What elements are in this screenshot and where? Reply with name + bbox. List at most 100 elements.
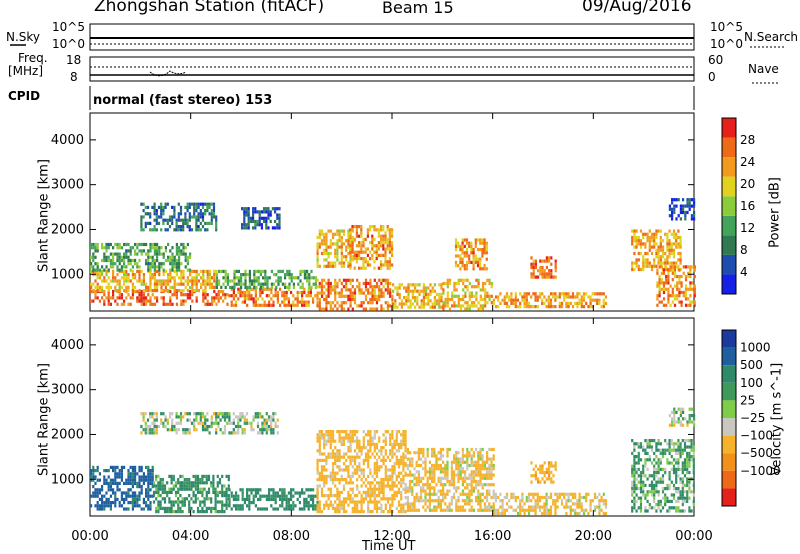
velocity-cell-1019 (331, 471, 335, 475)
power-cell-1273 (338, 245, 341, 249)
power-cell-1219 (323, 235, 326, 240)
velocity-cell-245 (152, 494, 156, 498)
velocity-cell-1138 (349, 462, 352, 466)
velocity-cell-52 (105, 469, 108, 473)
power-cell-498 (127, 242, 130, 247)
power-cell-207 (116, 289, 119, 293)
velocity-cell-1408 (389, 497, 392, 501)
power-cell-1788 (433, 302, 436, 306)
power-cell-2279 (646, 261, 649, 265)
velocity-cell-238 (151, 478, 154, 482)
velocity-cell-1631 (424, 483, 427, 487)
velocity-cell-1567 (411, 505, 414, 509)
power-cell-1975 (473, 301, 476, 305)
velocity-cell-590 (281, 497, 284, 501)
velocity-cell-282 (163, 490, 167, 494)
velocity-cell-178 (138, 465, 141, 469)
power-cell-1049 (188, 225, 191, 229)
velocity-cell-1520 (404, 471, 407, 475)
power-cell-1710 (400, 299, 403, 303)
velocity-cell-1575 (413, 499, 416, 503)
power-cell-2383 (675, 261, 678, 265)
velocity-cell-1215 (360, 500, 363, 504)
velocity-cell-2301 (633, 474, 636, 478)
velocity-cell-1084 (340, 503, 343, 507)
velocity-cell-1228 (362, 474, 365, 478)
velocity-cell-2360 (644, 439, 647, 443)
power-cell-2043 (512, 301, 515, 305)
velocity-cell-1054 (336, 510, 339, 514)
velocity-cell-825 (234, 431, 238, 435)
velocity-cell-1479 (400, 446, 403, 450)
velocity-cell-1925 (477, 460, 480, 464)
velocity-cell-1534 (406, 457, 409, 461)
velocity-cell-2327 (637, 461, 640, 465)
velocity-cell-1385 (384, 506, 387, 510)
power-cell-235 (131, 273, 134, 277)
velocity-cell-2112 (536, 505, 539, 509)
velocity-cell-520 (241, 497, 244, 501)
velocity-cell-1654 (428, 483, 431, 487)
velocity-cell-1721 (439, 483, 442, 487)
power-cell-15 (103, 299, 106, 303)
velocity-cell-459 (216, 500, 219, 504)
velocity-cell-1465 (397, 458, 401, 462)
power-cell-1179 (269, 213, 272, 217)
power-cell-380 (202, 289, 205, 293)
power-cell-1525 (327, 288, 330, 292)
power-cell-1053 (190, 228, 194, 232)
power-cell-1888 (483, 248, 486, 252)
power-cell-2002 (484, 294, 487, 298)
velocity-cell-1395 (386, 510, 390, 514)
velocity-cell-1716 (439, 463, 442, 468)
velocity-cell-824 (234, 424, 238, 429)
velocity-cell-2316 (635, 477, 638, 481)
velocity-cell-11 (92, 485, 95, 489)
power-cell-104 (180, 299, 183, 303)
velocity-cell-2387 (648, 458, 651, 462)
power-cell-2426 (662, 284, 666, 288)
velocity-cell-995 (329, 436, 332, 440)
velocity-cell-609 (290, 491, 293, 495)
velocity-cell-2155 (560, 499, 564, 503)
velocity-cell-1625 (424, 457, 427, 461)
power-cell-1902 (442, 304, 445, 308)
power-cell-1702 (396, 292, 399, 296)
velocity-cell-1280 (369, 510, 372, 514)
power-cell-1159 (260, 210, 263, 214)
power-cell-1490 (316, 278, 319, 282)
velocity-cell-1598 (417, 479, 420, 484)
velocity-cell-430 (207, 490, 211, 494)
velocity-cell-1572 (413, 476, 416, 480)
power-cell-1054 (193, 202, 196, 206)
power-cell-703 (263, 303, 266, 307)
power-cell-467 (114, 262, 117, 266)
velocity-cell-1261 (367, 506, 370, 510)
power-cell-1172 (265, 226, 268, 230)
power-cell-2142 (582, 295, 586, 299)
power-cell-262 (147, 285, 150, 289)
power-cell-2355 (668, 245, 671, 249)
power-cell-388 (206, 276, 209, 280)
power-cell-1625 (367, 301, 370, 305)
power-cell-1920 (451, 291, 454, 295)
velocity-cell-1792 (453, 486, 456, 490)
velocity-cell-1686 (433, 489, 436, 493)
power-cell-690 (254, 303, 257, 307)
power-cell-415 (92, 246, 95, 250)
velocity-cell-1804 (455, 499, 458, 503)
power-cell-791 (220, 269, 223, 273)
power-cell-1929 (453, 304, 456, 308)
velocity-cell-799 (221, 412, 224, 416)
power-cell-1645 (373, 297, 376, 302)
power-cell-1944 (462, 278, 465, 282)
velocity-cell-2217 (598, 492, 601, 496)
power-cell-1427 (377, 244, 380, 248)
velocity-cell-840 (243, 415, 246, 419)
velocity-cell-2122 (543, 505, 546, 509)
power-cell-844 (251, 282, 254, 286)
velocity-cell-343 (181, 500, 184, 504)
power-cell-1163 (263, 207, 266, 211)
power-cell-2427 (662, 287, 666, 291)
velocity-cell-923 (318, 439, 321, 443)
